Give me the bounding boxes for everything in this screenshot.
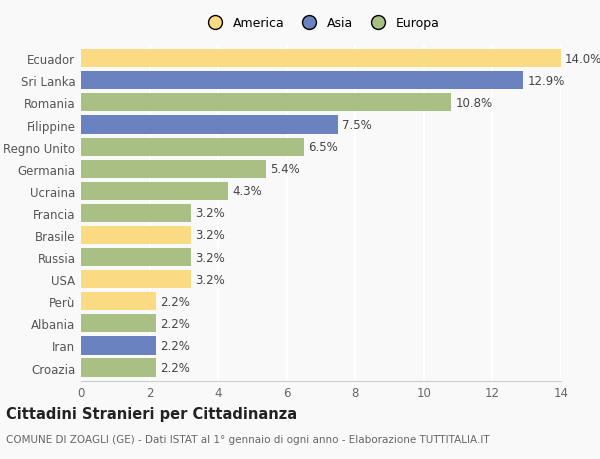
- Bar: [81, 138, 304, 157]
- Text: 2.2%: 2.2%: [161, 295, 190, 308]
- Text: Cittadini Stranieri per Cittadinanza: Cittadini Stranieri per Cittadinanza: [6, 406, 297, 421]
- Bar: [81, 226, 191, 245]
- Bar: [81, 50, 561, 68]
- Text: 4.3%: 4.3%: [233, 185, 262, 198]
- Text: 12.9%: 12.9%: [527, 75, 565, 88]
- Bar: [81, 336, 157, 355]
- Bar: [81, 160, 266, 179]
- Bar: [81, 248, 191, 267]
- Text: COMUNE DI ZOAGLI (GE) - Dati ISTAT al 1° gennaio di ogni anno - Elaborazione TUT: COMUNE DI ZOAGLI (GE) - Dati ISTAT al 1°…: [6, 434, 490, 444]
- Text: 3.2%: 3.2%: [195, 229, 224, 242]
- Bar: [81, 358, 157, 377]
- Text: 3.2%: 3.2%: [195, 251, 224, 264]
- Text: 2.2%: 2.2%: [161, 317, 190, 330]
- Bar: [81, 204, 191, 223]
- Bar: [81, 292, 157, 311]
- Text: 5.4%: 5.4%: [270, 163, 300, 176]
- Bar: [81, 94, 451, 112]
- Text: 10.8%: 10.8%: [455, 97, 493, 110]
- Bar: [81, 182, 229, 201]
- Bar: [81, 116, 338, 134]
- Bar: [81, 270, 191, 289]
- Text: 6.5%: 6.5%: [308, 141, 338, 154]
- Bar: [81, 72, 523, 90]
- Text: 7.5%: 7.5%: [342, 119, 372, 132]
- Bar: [81, 314, 157, 333]
- Text: 3.2%: 3.2%: [195, 273, 224, 286]
- Text: 14.0%: 14.0%: [565, 53, 600, 66]
- Legend: America, Asia, Europa: America, Asia, Europa: [199, 14, 443, 34]
- Text: 3.2%: 3.2%: [195, 207, 224, 220]
- Text: 2.2%: 2.2%: [161, 361, 190, 374]
- Text: 2.2%: 2.2%: [161, 339, 190, 352]
